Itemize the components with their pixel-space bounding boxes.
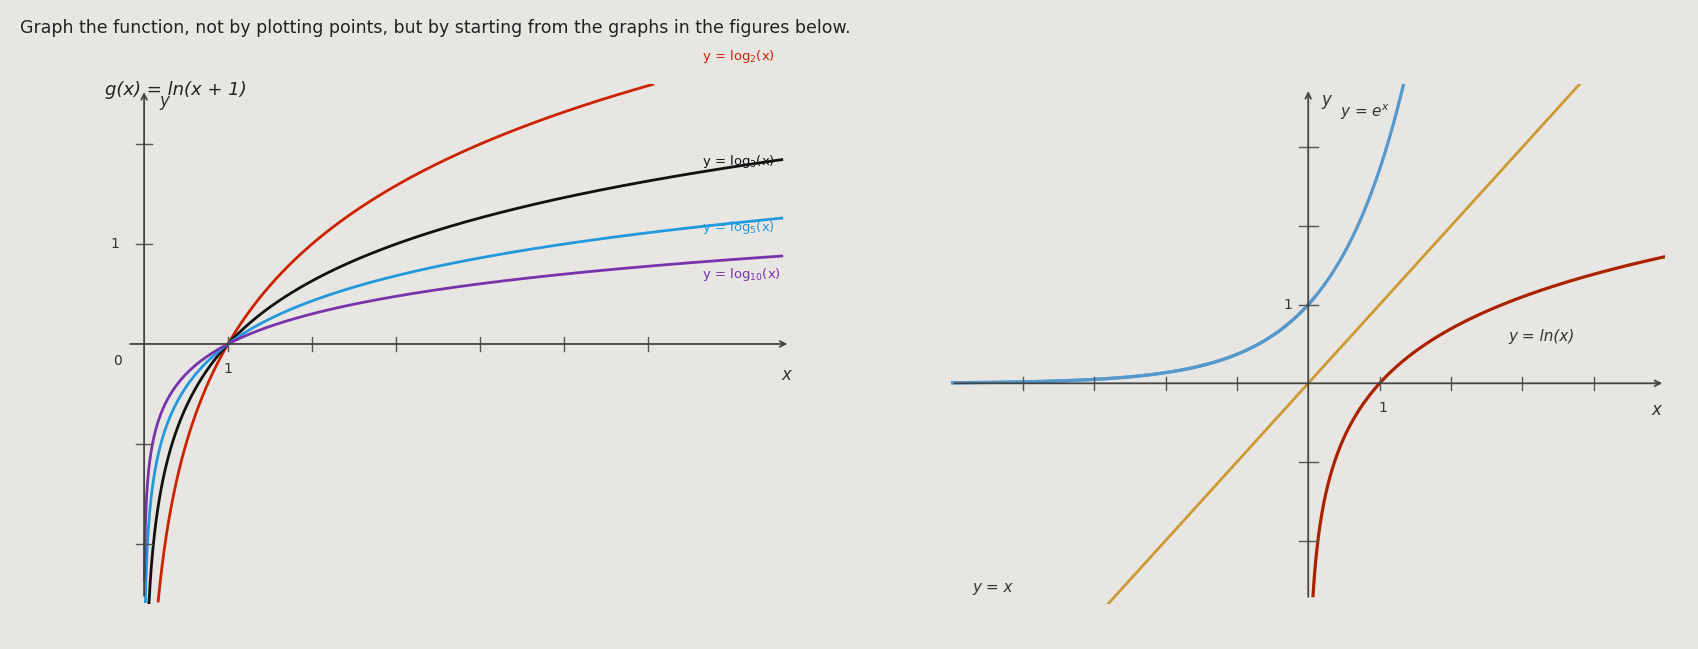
Text: 0: 0 [112, 354, 122, 368]
Text: y: y [1321, 91, 1330, 108]
Text: g(x) = ln(x + 1): g(x) = ln(x + 1) [105, 81, 246, 99]
Text: y = $e^x$: y = $e^x$ [1340, 102, 1391, 122]
Text: y = log$_{10}$(x): y = log$_{10}$(x) [701, 266, 781, 283]
Text: 1: 1 [1377, 400, 1387, 415]
Text: y = log$_2$(x): y = log$_2$(x) [701, 48, 774, 65]
Text: 1: 1 [1284, 298, 1292, 312]
Text: y: y [160, 92, 170, 110]
Text: Graph the function, not by plotting points, but by starting from the graphs in t: Graph the function, not by plotting poin… [20, 19, 851, 38]
Text: x: x [781, 366, 790, 384]
Text: y = log$_5$(x): y = log$_5$(x) [701, 219, 774, 236]
Text: y = x: y = x [973, 580, 1012, 595]
Text: 1: 1 [224, 362, 233, 376]
Text: y = ln(x): y = ln(x) [1508, 328, 1574, 343]
Text: 1: 1 [110, 237, 119, 251]
Text: y = log$_3$(x): y = log$_3$(x) [701, 153, 774, 171]
Text: x: x [1650, 400, 1661, 419]
